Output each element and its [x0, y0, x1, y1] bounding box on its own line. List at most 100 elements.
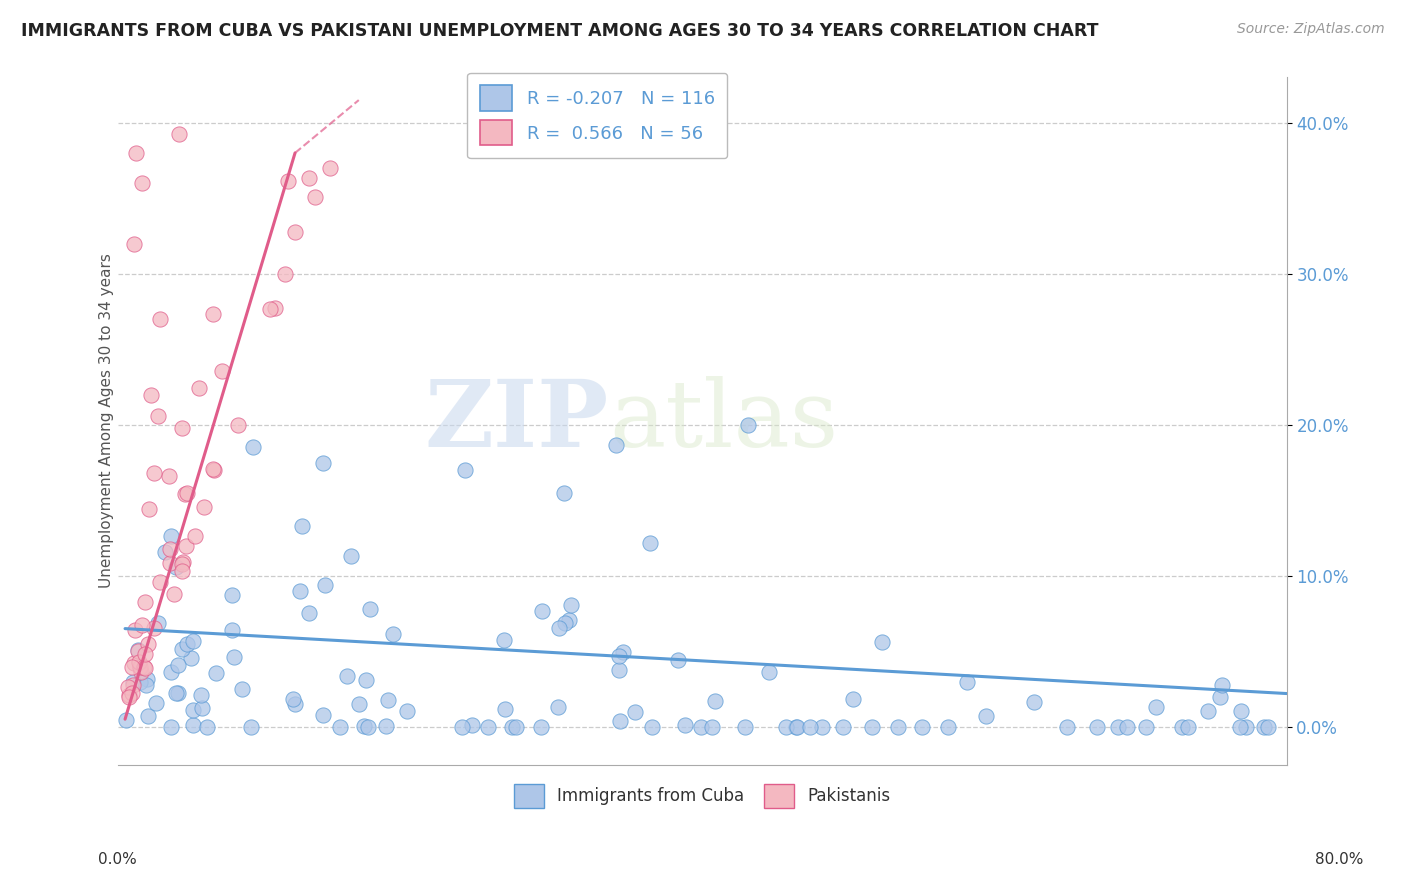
- Point: [221, 588, 243, 602]
- Point: [298, 170, 321, 185]
- Point: [134, 648, 156, 662]
- Point: [124, 623, 146, 637]
- Point: [734, 720, 756, 734]
- Point: [689, 720, 711, 734]
- Point: [127, 642, 149, 657]
- Point: [703, 694, 725, 708]
- Point: [143, 621, 166, 635]
- Point: [553, 615, 575, 630]
- Point: [180, 651, 202, 665]
- Point: [1253, 720, 1275, 734]
- Point: [239, 720, 262, 734]
- Text: Source: ZipAtlas.com: Source: ZipAtlas.com: [1237, 22, 1385, 37]
- Y-axis label: Unemployment Among Ages 30 to 34 years: Unemployment Among Ages 30 to 34 years: [100, 253, 114, 589]
- Point: [167, 657, 190, 672]
- Point: [159, 542, 181, 557]
- Point: [176, 485, 198, 500]
- Point: [131, 176, 153, 190]
- Point: [1107, 720, 1129, 734]
- Point: [359, 602, 381, 616]
- Point: [165, 686, 187, 700]
- Point: [226, 417, 249, 432]
- Point: [172, 642, 194, 657]
- Point: [329, 720, 352, 734]
- Point: [283, 692, 305, 706]
- Point: [557, 613, 579, 627]
- Point: [956, 674, 979, 689]
- Point: [605, 438, 627, 452]
- Point: [1171, 720, 1194, 734]
- Point: [353, 719, 375, 733]
- Point: [396, 704, 419, 718]
- Point: [172, 555, 194, 569]
- Point: [638, 536, 661, 550]
- Point: [127, 643, 149, 657]
- Point: [477, 720, 499, 734]
- Point: [122, 236, 145, 251]
- Point: [1211, 678, 1233, 692]
- Point: [170, 564, 193, 578]
- Point: [1135, 720, 1157, 734]
- Point: [1229, 720, 1251, 734]
- Legend: Immigrants from Cuba, Pakistanis: Immigrants from Cuba, Pakistanis: [508, 778, 897, 814]
- Point: [145, 696, 167, 710]
- Point: [450, 720, 472, 734]
- Point: [607, 648, 630, 663]
- Point: [202, 307, 225, 321]
- Text: 80.0%: 80.0%: [1316, 852, 1364, 867]
- Point: [775, 720, 797, 734]
- Point: [121, 675, 143, 690]
- Point: [135, 678, 157, 692]
- Point: [501, 720, 523, 734]
- Point: [159, 720, 181, 734]
- Point: [129, 660, 152, 674]
- Point: [1234, 720, 1257, 734]
- Point: [284, 226, 307, 240]
- Point: [547, 699, 569, 714]
- Point: [354, 673, 377, 687]
- Point: [183, 634, 205, 648]
- Point: [146, 615, 169, 630]
- Point: [205, 665, 228, 680]
- Point: [134, 661, 156, 675]
- Point: [531, 604, 554, 618]
- Point: [176, 539, 198, 553]
- Point: [911, 720, 934, 734]
- Point: [163, 587, 186, 601]
- Point: [222, 649, 245, 664]
- Point: [134, 595, 156, 609]
- Point: [505, 720, 527, 734]
- Point: [624, 706, 647, 720]
- Point: [339, 549, 361, 564]
- Point: [155, 544, 177, 558]
- Point: [936, 720, 959, 734]
- Point: [349, 698, 371, 712]
- Point: [336, 668, 359, 682]
- Point: [1257, 720, 1279, 734]
- Point: [1022, 695, 1045, 709]
- Point: [666, 653, 689, 667]
- Point: [1085, 720, 1108, 734]
- Text: IMMIGRANTS FROM CUBA VS PAKISTANI UNEMPLOYMENT AMONG AGES 30 TO 34 YEARS CORRELA: IMMIGRANTS FROM CUBA VS PAKISTANI UNEMPL…: [21, 22, 1098, 40]
- Text: ZIP: ZIP: [425, 376, 609, 466]
- Point: [737, 417, 759, 432]
- Point: [841, 692, 863, 706]
- Point: [312, 456, 335, 470]
- Point: [146, 409, 169, 424]
- Point: [494, 632, 516, 647]
- Point: [291, 519, 314, 533]
- Point: [1144, 700, 1167, 714]
- Point: [641, 720, 664, 734]
- Point: [167, 128, 190, 142]
- Point: [799, 720, 821, 734]
- Point: [609, 714, 631, 728]
- Point: [298, 606, 321, 620]
- Point: [149, 574, 172, 589]
- Point: [304, 190, 326, 204]
- Point: [887, 720, 910, 734]
- Point: [242, 441, 264, 455]
- Point: [167, 686, 190, 700]
- Point: [174, 487, 197, 501]
- Point: [118, 688, 141, 702]
- Point: [138, 501, 160, 516]
